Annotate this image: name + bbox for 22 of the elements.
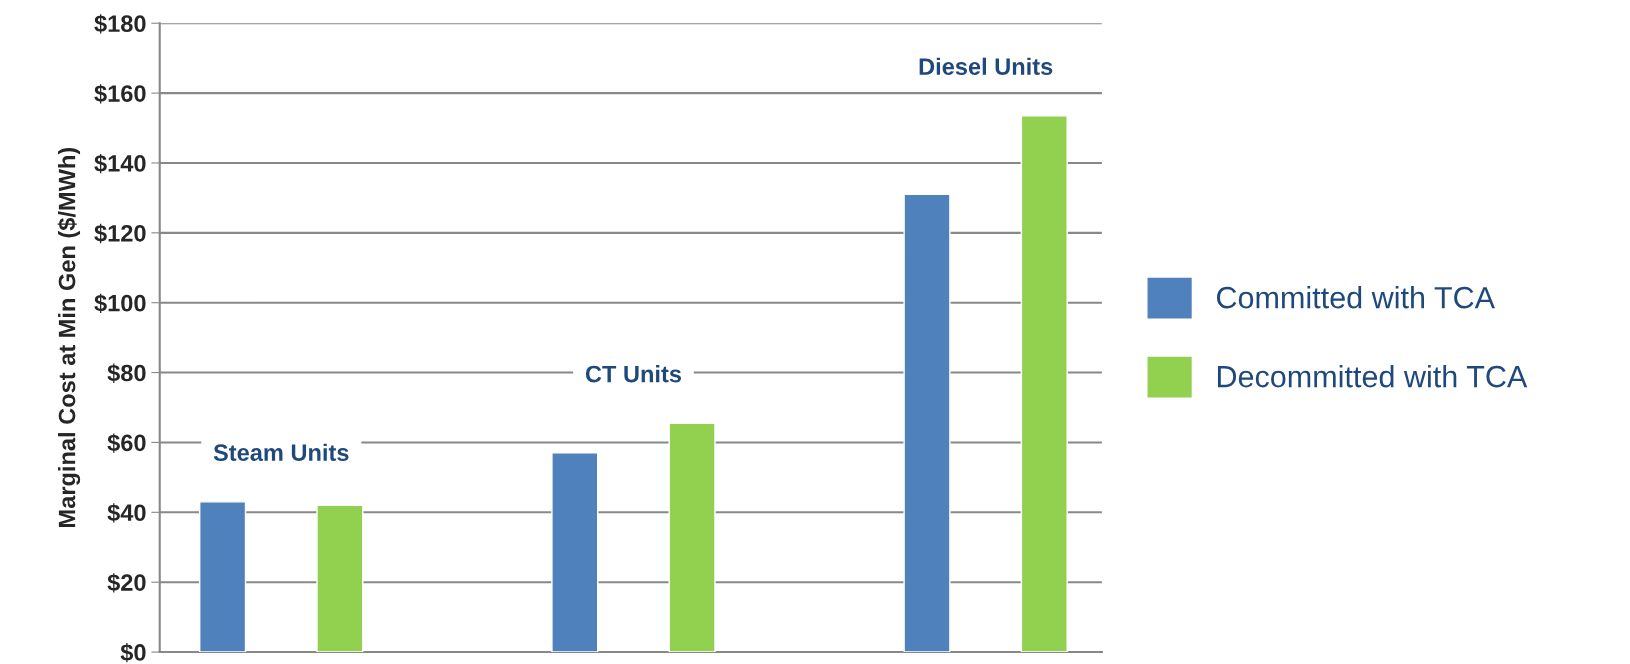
legend-label: Committed with TCA xyxy=(1217,286,1495,309)
y-tick-label: $20 xyxy=(107,573,146,593)
y-tick-label: $140 xyxy=(94,154,146,174)
y-tick-label: $60 xyxy=(107,433,146,453)
bar xyxy=(551,452,599,653)
bar xyxy=(903,193,951,653)
y-tick-label: $180 xyxy=(94,14,146,34)
bar xyxy=(316,504,364,653)
y-tick-label: $160 xyxy=(94,84,146,104)
y-tick-label: $0 xyxy=(120,643,146,663)
y-tick-label: $80 xyxy=(107,363,146,383)
y-tick-label: $40 xyxy=(107,503,146,523)
y-tick-label: $100 xyxy=(94,293,146,314)
legend-label: Decommitted with TCA xyxy=(1217,365,1528,388)
bar xyxy=(668,422,716,653)
x-tick-label: Steam Units xyxy=(213,443,349,462)
bar xyxy=(199,501,247,653)
x-tick-label: CT Units xyxy=(585,365,682,383)
y-axis-title: Marginal Cost at Min Gen ($/MWh) xyxy=(57,147,81,527)
x-tick-label: Diesel Units xyxy=(919,57,1053,75)
bar xyxy=(1020,115,1068,653)
y-tick-label: $120 xyxy=(94,223,146,244)
